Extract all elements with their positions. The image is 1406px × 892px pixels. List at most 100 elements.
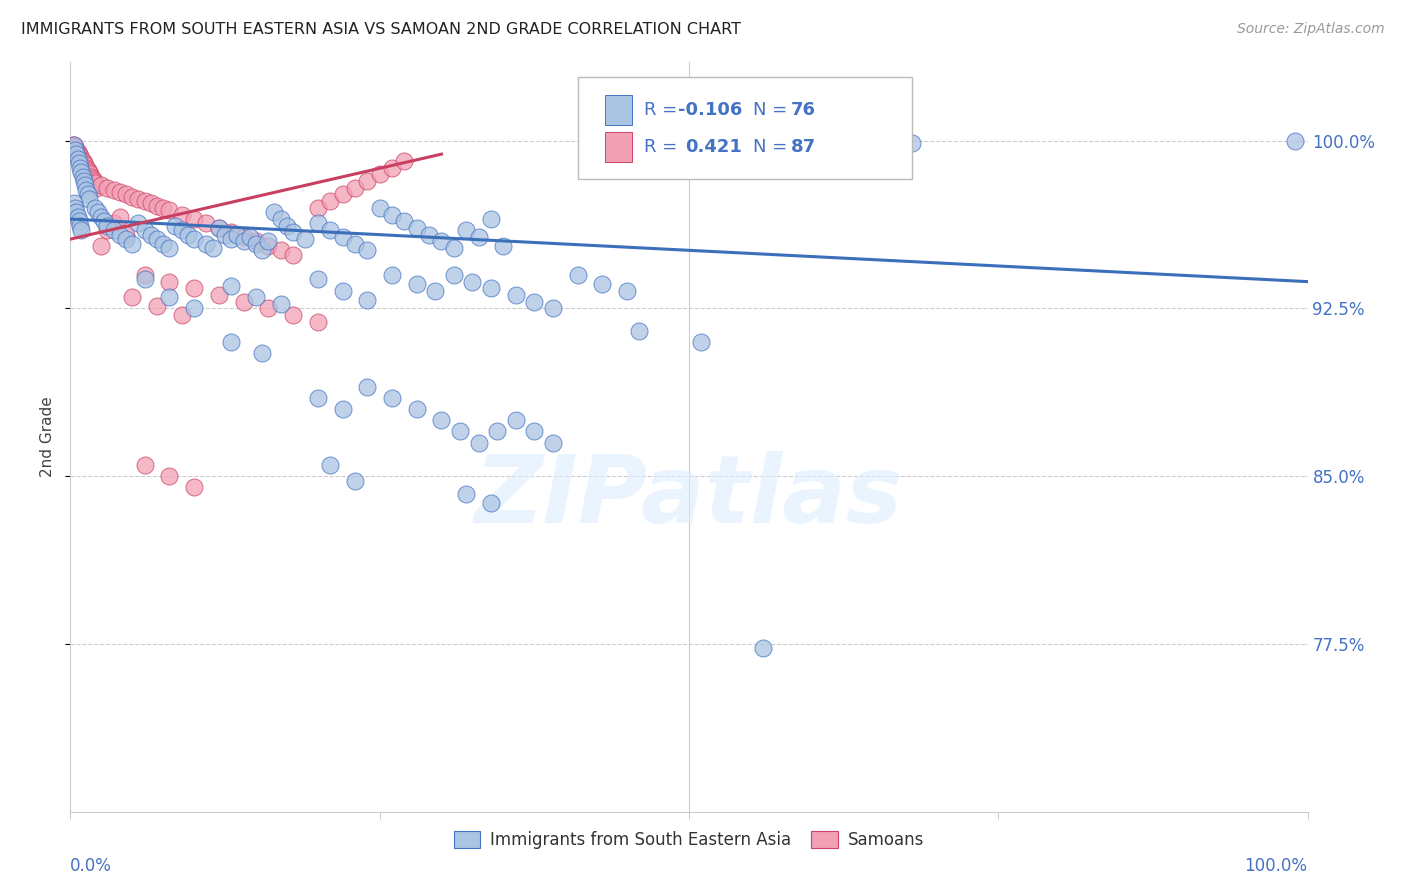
Point: [368, 201, 391, 215]
Text: 0.421: 0.421: [685, 138, 742, 156]
Point: [591, 277, 613, 291]
Point: [343, 180, 366, 194]
Point: [152, 236, 174, 251]
Point: [103, 217, 125, 231]
Point: [139, 196, 162, 211]
Point: [245, 290, 267, 304]
Point: [368, 167, 391, 181]
Point: [70, 223, 93, 237]
Text: ZIPatlas: ZIPatlas: [475, 451, 903, 543]
Point: [467, 435, 489, 450]
Point: [63, 196, 86, 211]
Point: [245, 236, 267, 251]
Point: [263, 205, 285, 219]
Point: [69, 161, 91, 175]
Point: [75, 183, 97, 197]
Point: [84, 201, 107, 215]
Point: [900, 136, 922, 150]
Point: [1284, 134, 1306, 148]
Point: [108, 227, 131, 242]
Point: [505, 413, 527, 427]
Point: [83, 174, 105, 188]
Point: [257, 239, 280, 253]
Point: [72, 156, 94, 170]
Point: [157, 469, 180, 483]
Point: [219, 226, 242, 240]
Point: [65, 205, 87, 219]
Point: [115, 187, 138, 202]
Point: [62, 138, 84, 153]
Point: [281, 248, 304, 262]
Point: [63, 140, 86, 154]
Point: [75, 158, 97, 172]
Point: [84, 176, 107, 190]
Point: [479, 496, 502, 510]
Point: [65, 201, 87, 215]
Point: [127, 192, 149, 206]
Point: [70, 153, 93, 168]
Point: [65, 143, 87, 157]
Point: [152, 201, 174, 215]
Point: [418, 227, 440, 242]
Point: [270, 297, 292, 311]
Bar: [605, 132, 633, 162]
Point: [79, 167, 101, 181]
Point: [492, 239, 515, 253]
Point: [69, 149, 91, 163]
Point: [876, 134, 898, 148]
Point: [541, 435, 564, 450]
Point: [381, 391, 404, 405]
Point: [270, 212, 292, 227]
Point: [343, 474, 366, 488]
Point: [183, 212, 205, 227]
Point: [65, 143, 87, 157]
Point: [96, 223, 118, 237]
Point: [461, 275, 484, 289]
Point: [307, 391, 329, 405]
Point: [73, 158, 96, 172]
Point: [232, 294, 254, 309]
Point: [63, 138, 86, 153]
Point: [82, 171, 104, 186]
FancyBboxPatch shape: [578, 78, 911, 178]
Text: 100.0%: 100.0%: [1244, 856, 1308, 875]
Point: [108, 210, 131, 224]
Point: [127, 217, 149, 231]
Point: [307, 217, 329, 231]
Point: [257, 301, 280, 316]
Point: [70, 165, 93, 179]
Point: [479, 212, 502, 227]
Point: [332, 284, 354, 298]
Point: [183, 301, 205, 316]
Point: [177, 227, 200, 242]
Point: [616, 284, 638, 298]
Point: [67, 214, 90, 228]
Point: [80, 169, 103, 184]
Point: [66, 210, 89, 224]
Point: [523, 294, 546, 309]
Point: [67, 156, 90, 170]
Point: [75, 161, 97, 175]
Point: [76, 187, 98, 202]
Point: [96, 219, 118, 233]
Point: [170, 208, 193, 222]
Point: [90, 239, 112, 253]
Point: [250, 346, 273, 360]
Point: [405, 402, 427, 417]
Point: [214, 227, 236, 242]
Point: [201, 241, 224, 255]
Point: [96, 180, 118, 194]
Point: [541, 301, 564, 316]
Point: [63, 138, 86, 153]
Point: [77, 167, 100, 181]
Point: [157, 275, 180, 289]
Point: [257, 235, 280, 249]
Point: [146, 299, 169, 313]
Point: [93, 214, 115, 228]
Point: [332, 187, 354, 202]
Point: [90, 178, 112, 193]
Point: [183, 232, 205, 246]
Point: [394, 214, 416, 228]
Point: [394, 153, 416, 168]
Point: [232, 235, 254, 249]
